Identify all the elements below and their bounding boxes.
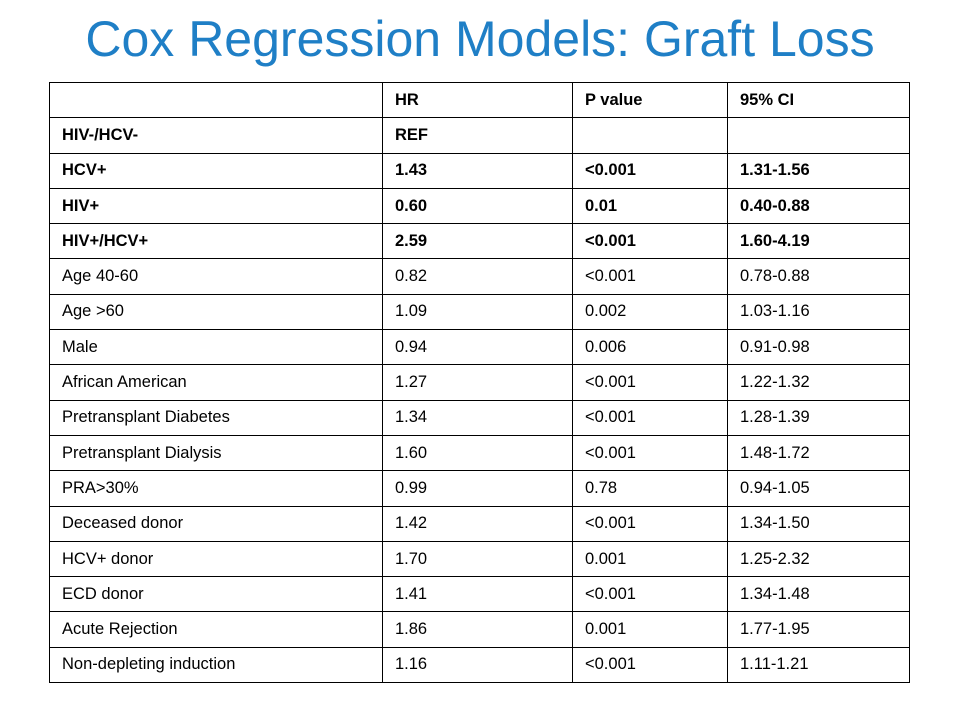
table-row: PRA>30% 0.99 0.78 0.94-1.05 (49, 470, 910, 507)
hr-cell: 0.82 (382, 258, 573, 295)
ci-cell: 1.28-1.39 (727, 399, 910, 436)
ci-cell: 1.25-2.32 (727, 540, 910, 578)
table-body: HIV-/HCV- REF HCV+ 1.43 <0.001 1.31-1.56 HIV+ 0… (49, 117, 910, 684)
p-value-cell (572, 117, 728, 154)
row-label-cell: ECD donor (49, 576, 383, 613)
table-row: HCV+ 1.43 <0.001 1.31-1.56 (49, 152, 910, 189)
table-row: Age 40-60 0.82 <0.001 0.78-0.88 (49, 258, 910, 295)
p-value-cell: 0.78 (572, 470, 728, 507)
p-value-cell: <0.001 (572, 399, 728, 436)
p-value-cell: 0.006 (572, 329, 728, 366)
table-row: Acute Rejection 1.86 0.001 1.77-1.95 (49, 611, 910, 648)
table-row: HIV+ 0.60 0.01 0.40-0.88 (49, 187, 910, 225)
row-label-cell: Acute Rejection (49, 611, 383, 648)
table-row: HCV+ donor 1.70 0.001 1.25-2.32 (49, 540, 910, 578)
p-value-cell: <0.001 (572, 364, 728, 401)
hr-cell: 2.59 (382, 223, 573, 260)
header-ci: 95% CI (727, 81, 910, 119)
hr-cell: 1.43 (382, 152, 573, 189)
row-label-cell: Pretransplant Dialysis (49, 434, 383, 472)
hr-cell: 1.27 (382, 364, 573, 401)
hr-cell: 0.60 (382, 187, 573, 225)
row-label-cell: Pretransplant Diabetes (49, 399, 383, 436)
ci-cell: 1.60-4.19 (727, 223, 910, 260)
p-value-cell: <0.001 (572, 152, 728, 189)
p-value-cell: <0.001 (572, 576, 728, 613)
row-label-cell: HIV-/HCV- (49, 117, 383, 154)
hr-cell: 0.94 (382, 329, 573, 366)
hr-cell: 1.70 (382, 540, 573, 578)
hr-cell: 0.99 (382, 470, 573, 507)
header-p-value: P value (572, 81, 728, 119)
table-row: African American 1.27 <0.001 1.22-1.32 (49, 364, 910, 401)
ci-cell: 0.94-1.05 (727, 470, 910, 507)
p-value-cell: <0.001 (572, 646, 728, 684)
ci-cell: 1.77-1.95 (727, 611, 910, 648)
hr-cell: 1.34 (382, 399, 573, 436)
p-value-cell: 0.001 (572, 611, 728, 648)
hr-cell: 1.60 (382, 434, 573, 472)
row-label-cell: Non-depleting induction (49, 646, 383, 684)
table-row: HIV-/HCV- REF (49, 117, 910, 154)
row-label-cell: Age >60 (49, 293, 383, 331)
table-header-row: HR P value 95% CI (49, 81, 910, 119)
ci-cell: 1.22-1.32 (727, 364, 910, 401)
ci-cell (727, 117, 910, 154)
table-row: Age >60 1.09 0.002 1.03-1.16 (49, 293, 910, 331)
p-value-cell: <0.001 (572, 258, 728, 295)
cox-regression-table: HR P value 95% CI HIV-/HCV- REF HCV+ 1.43 <0… (49, 81, 910, 684)
header-hr: HR (382, 81, 573, 119)
p-value-cell: <0.001 (572, 223, 728, 260)
row-label-cell: HCV+ donor (49, 540, 383, 578)
slide-title: Cox Regression Models: Graft Loss (85, 11, 875, 67)
row-label-cell: HIV+/HCV+ (49, 223, 383, 260)
p-value-cell: <0.001 (572, 434, 728, 472)
table-row: ECD donor 1.41 <0.001 1.34-1.48 (49, 576, 910, 613)
ci-cell: 1.03-1.16 (727, 293, 910, 331)
p-value-cell: 0.002 (572, 293, 728, 331)
table-row: Deceased donor 1.42 <0.001 1.34-1.50 (49, 505, 910, 542)
header-variable (49, 81, 383, 119)
p-value-cell: 0.001 (572, 540, 728, 578)
table-row: HIV+/HCV+ 2.59 <0.001 1.60-4.19 (49, 223, 910, 260)
row-label-cell: PRA>30% (49, 470, 383, 507)
p-value-cell: 0.01 (572, 187, 728, 225)
table-row: Pretransplant Dialysis 1.60 <0.001 1.48-1.7… (49, 434, 910, 472)
row-label-cell: Age 40-60 (49, 258, 383, 295)
hr-cell: REF (382, 117, 573, 154)
p-value-cell: <0.001 (572, 505, 728, 542)
row-label-cell: Male (49, 329, 383, 366)
hr-cell: 1.09 (382, 293, 573, 331)
hr-cell: 1.16 (382, 646, 573, 684)
row-label-cell: African American (49, 364, 383, 401)
hr-cell: 1.42 (382, 505, 573, 542)
ci-cell: 1.11-1.21 (727, 646, 910, 684)
row-label-cell: Deceased donor (49, 505, 383, 542)
row-label-cell: HIV+ (49, 187, 383, 225)
ci-cell: 0.40-0.88 (727, 187, 910, 225)
ci-cell: 1.34-1.48 (727, 576, 910, 613)
ci-cell: 1.48-1.72 (727, 434, 910, 472)
ci-cell: 1.31-1.56 (727, 152, 910, 189)
hr-cell: 1.41 (382, 576, 573, 613)
table-row: Pretransplant Diabetes 1.34 <0.001 1.28-1.3… (49, 399, 910, 436)
ci-cell: 1.34-1.50 (727, 505, 910, 542)
row-label-cell: HCV+ (49, 152, 383, 189)
ci-cell: 0.91-0.98 (727, 329, 910, 366)
table-row: Male 0.94 0.006 0.91-0.98 (49, 329, 910, 366)
table-row: Non-depleting induction 1.16 <0.001 1.11-1.… (49, 646, 910, 684)
hr-cell: 1.86 (382, 611, 573, 648)
ci-cell: 0.78-0.88 (727, 258, 910, 295)
